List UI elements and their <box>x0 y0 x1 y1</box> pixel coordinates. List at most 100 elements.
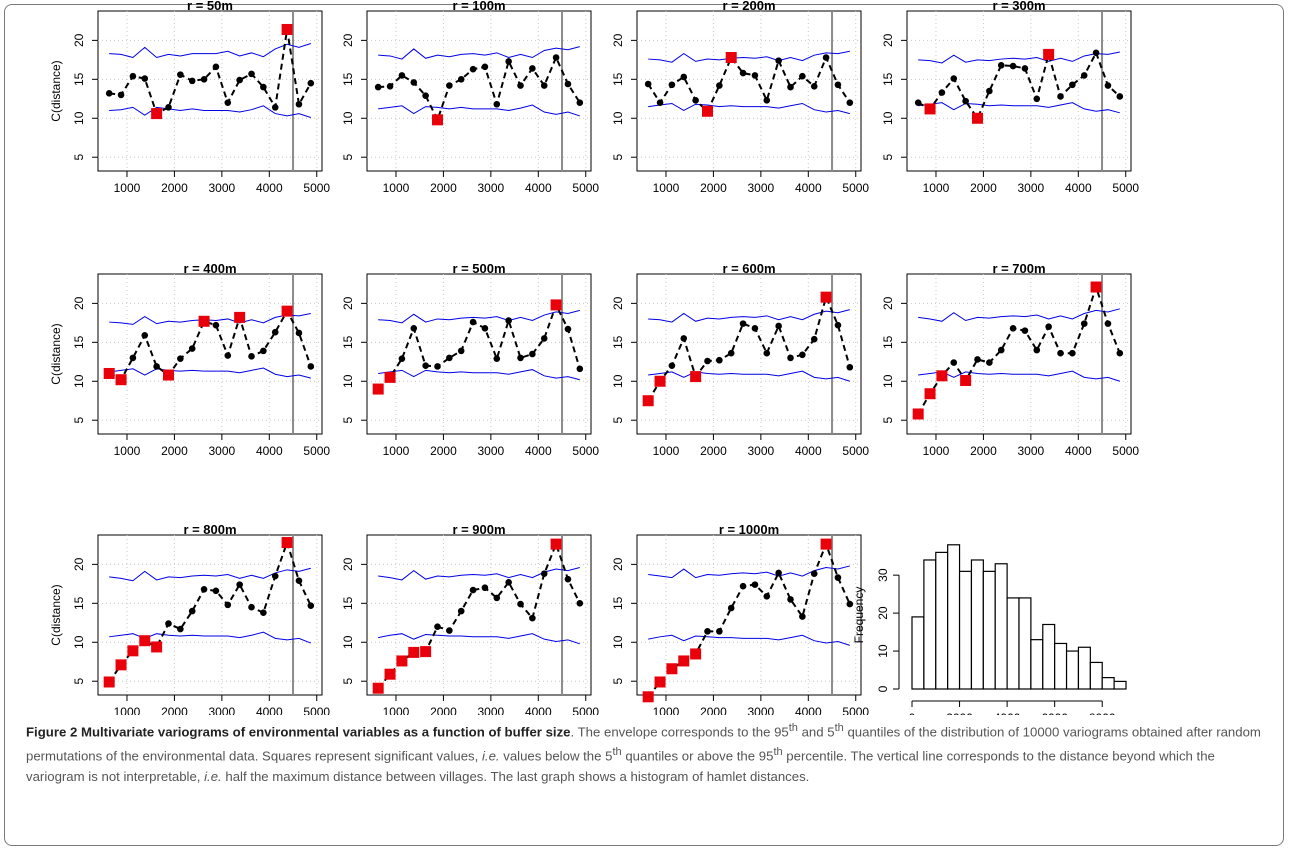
r-900m-point <box>457 607 465 615</box>
r-500m-point <box>505 317 512 324</box>
r-200m-x-tick-label: 5000 <box>842 181 869 195</box>
r-300m-point <box>1057 93 1064 100</box>
r-50m-significant-point <box>281 23 293 35</box>
r-200m-point <box>692 97 699 104</box>
r-200m-lower-envelope <box>648 102 850 115</box>
r-500m-y-tick-label: 20 <box>341 296 355 310</box>
r-100m-point <box>410 79 418 86</box>
r-50m-point <box>236 76 243 84</box>
r-800m-variogram-line <box>108 539 312 683</box>
r-300m-point <box>1033 95 1041 103</box>
r-900m-point <box>576 600 584 607</box>
r-200m-y-tick-label: 5 <box>611 154 625 161</box>
r-1000m-point <box>751 581 759 588</box>
histogram-bar <box>1030 639 1044 690</box>
r-700m-variogram-line <box>917 283 1121 415</box>
r-300m-point <box>997 61 1005 69</box>
r-200m-upper-envelope <box>648 50 850 63</box>
r-600m-point <box>751 324 759 332</box>
r-800m-y-tick-label: 20 <box>72 557 86 571</box>
r-700m-point <box>1033 346 1041 354</box>
r-600m-upper-envelope <box>648 309 850 323</box>
r-50m-point <box>295 100 303 108</box>
r-300m-significant-point <box>924 103 936 115</box>
r-400m-significant-point <box>103 367 115 379</box>
r-200m-x-tick-label: 4000 <box>795 181 822 195</box>
histogram-bar <box>1006 597 1020 690</box>
r-300m-y-tick-label: 5 <box>881 154 895 161</box>
r-500m-significant-point <box>372 383 384 395</box>
r-100m-upper-envelope <box>378 46 580 60</box>
histogram-y-tick-label: 20 <box>876 606 890 620</box>
r-800m-point <box>295 577 303 585</box>
r-300m-point <box>986 87 993 95</box>
r-1000m-x-tick-label: 1000 <box>653 705 680 715</box>
r-400m-y-tick-label: 10 <box>72 374 86 388</box>
r-1000m-variogram-line <box>647 541 851 698</box>
r-50m-variogram-line <box>109 29 312 116</box>
r-800m-y-tick-label: 10 <box>72 635 86 649</box>
r-200m-point <box>716 82 723 89</box>
r-200m-point <box>644 80 652 88</box>
r-200m-point <box>799 72 806 80</box>
histogram-bar <box>935 551 949 690</box>
r-400m-x-tick-label: 4000 <box>256 444 283 458</box>
caption-text-2: and 5 <box>797 724 835 740</box>
r-200m-point <box>763 97 771 104</box>
r-1000m-significant-point <box>690 648 702 660</box>
caption-text-5: quantiles or above the 95 <box>621 748 774 764</box>
r-400m-significant-point <box>234 311 246 323</box>
r-800m-x-tick-label: 3000 <box>209 705 236 715</box>
r-800m-point <box>224 601 232 609</box>
r-50m-x-tick-label: 5000 <box>303 181 330 195</box>
r-800m-point <box>260 609 267 616</box>
r-400m-x-tick-label: 5000 <box>303 444 330 458</box>
r-800m-x-tick-label: 1000 <box>114 705 141 715</box>
r-100m-point <box>398 72 406 79</box>
r-800m-x-tick-label: 4000 <box>256 705 283 715</box>
histogram-bar <box>1054 642 1068 690</box>
r-400m-title: r = 400m <box>183 261 236 276</box>
histogram-bar <box>947 544 961 690</box>
r-800m-significant-point <box>281 537 293 549</box>
r-100m-point <box>576 99 584 106</box>
r-900m-plot-box <box>366 534 592 696</box>
r-200m-y-tick-label: 20 <box>611 33 625 47</box>
r-900m-significant-point <box>384 668 396 680</box>
r-100m-point <box>457 76 465 83</box>
histogram-bar <box>1042 623 1056 690</box>
r-600m-point <box>799 351 806 359</box>
r-200m-point <box>656 99 664 106</box>
histogram-y-label: Frequency <box>852 587 866 644</box>
r-400m-point <box>271 328 279 336</box>
r-1000m-point <box>763 593 771 600</box>
r-800m-y-label: C(distance) <box>49 584 63 645</box>
histogram-bar <box>1089 661 1103 690</box>
r-100m-x-tick-label: 5000 <box>572 181 599 195</box>
r-700m-plot-box <box>906 273 1132 435</box>
r-1000m-x-tick-label: 2000 <box>700 705 727 715</box>
r-50m-y-label: C(distance) <box>49 60 63 121</box>
r-600m-point <box>739 320 747 327</box>
r-600m-point <box>834 321 842 329</box>
r-600m-point <box>763 349 771 357</box>
histogram-bar <box>1077 646 1091 690</box>
r-500m-point <box>564 325 572 333</box>
histogram-bar <box>1065 650 1080 690</box>
r-200m-point <box>822 54 830 61</box>
r-600m-point <box>716 356 723 364</box>
r-900m-y-tick-label: 5 <box>341 678 355 685</box>
r-1000m-plot-box <box>636 534 862 696</box>
r-700m-point <box>1104 320 1112 327</box>
r-400m-point <box>177 355 184 362</box>
r-900m-point <box>469 586 477 594</box>
r-900m-significant-point <box>396 655 408 667</box>
r-500m-point <box>493 355 501 362</box>
histogram-bar <box>970 559 984 690</box>
r-800m-significant-point <box>103 676 115 688</box>
r-600m-x-tick-label: 1000 <box>653 444 680 458</box>
r-800m-point <box>271 572 279 580</box>
r-100m-x-tick-label: 4000 <box>525 181 552 195</box>
r-500m-point <box>410 324 418 332</box>
r-700m-y-tick-label: 15 <box>881 335 895 349</box>
